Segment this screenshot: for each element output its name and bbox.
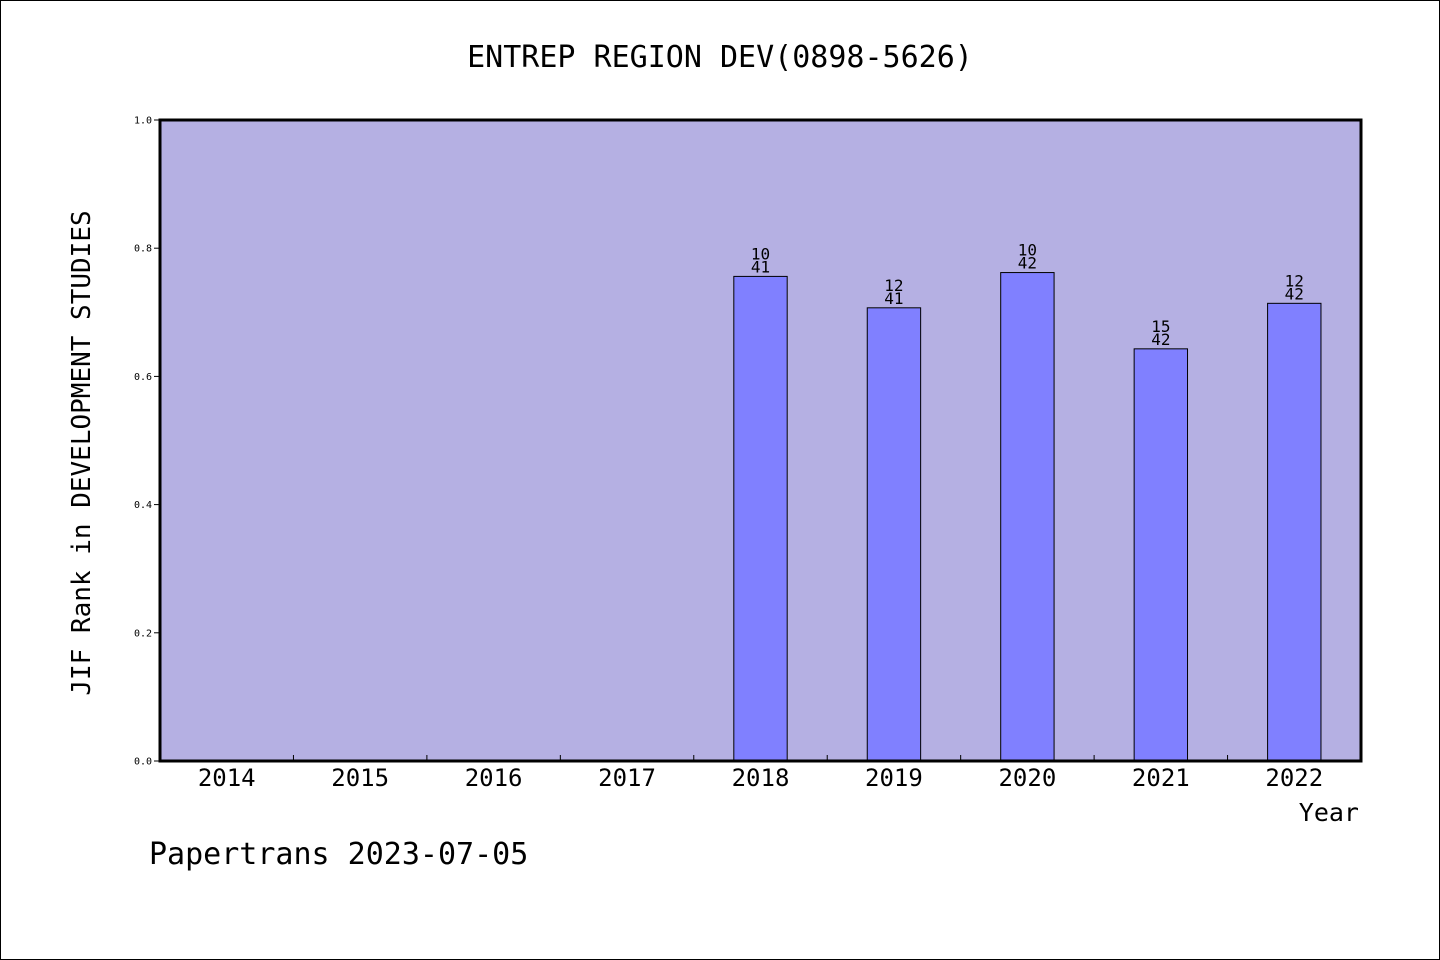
footer-credit: Papertrans 2023-07-05 <box>149 837 528 872</box>
bar-2018 <box>733 275 788 762</box>
x-tick-label: 2020 <box>998 764 1056 792</box>
bar-label-total: 42 <box>1151 330 1170 349</box>
x-tick-label: 2017 <box>598 764 656 792</box>
y-axis-label: JIF Rank in DEVELOPMENT STUDIES <box>67 210 97 695</box>
x-tick-label: 2019 <box>865 764 923 792</box>
y-tick-label: 0.6 <box>134 372 152 383</box>
plot-border <box>158 118 1363 763</box>
bar-2020 <box>1000 272 1055 762</box>
plot-area: 0.0 0.2 0.4 0.6 0.8 1.0 2014 2015 2016 2017 2018 10… <box>134 116 1363 792</box>
bar-2022 <box>1267 302 1322 762</box>
x-axis-label: Year <box>1299 798 1359 827</box>
bar-2019 <box>866 307 922 762</box>
bar-label-rank: 10 <box>751 244 770 263</box>
bar-label-total: 42 <box>1018 254 1037 273</box>
y-tick-label: 0.2 <box>134 628 152 639</box>
chart-title: ENTREP REGION DEV(0898-5626) <box>467 40 973 75</box>
y-tick-label: 0.8 <box>134 244 152 255</box>
y-tick-label: 0.0 <box>134 757 152 768</box>
x-tick-label: 2021 <box>1132 764 1190 792</box>
x-tick-label: 2014 <box>198 764 256 792</box>
bar-label-total: 41 <box>751 257 770 276</box>
bar-label-rank: 10 <box>1018 241 1037 260</box>
x-tick-label: 2022 <box>1265 764 1323 792</box>
bar-label-total: 42 <box>1285 284 1304 303</box>
bar-2021 <box>1133 348 1189 762</box>
bar-label-rank: 12 <box>1285 271 1304 290</box>
y-tick-label: 0.4 <box>134 500 152 511</box>
y-tick-label: 1.0 <box>134 116 152 127</box>
x-tick-label: 2018 <box>732 764 790 792</box>
bar-label-total: 41 <box>884 289 903 308</box>
bar-label-rank: 12 <box>884 276 903 295</box>
bar-label-rank: 15 <box>1151 317 1170 336</box>
x-tick-label: 2016 <box>465 764 523 792</box>
x-tick-label: 2015 <box>331 764 389 792</box>
